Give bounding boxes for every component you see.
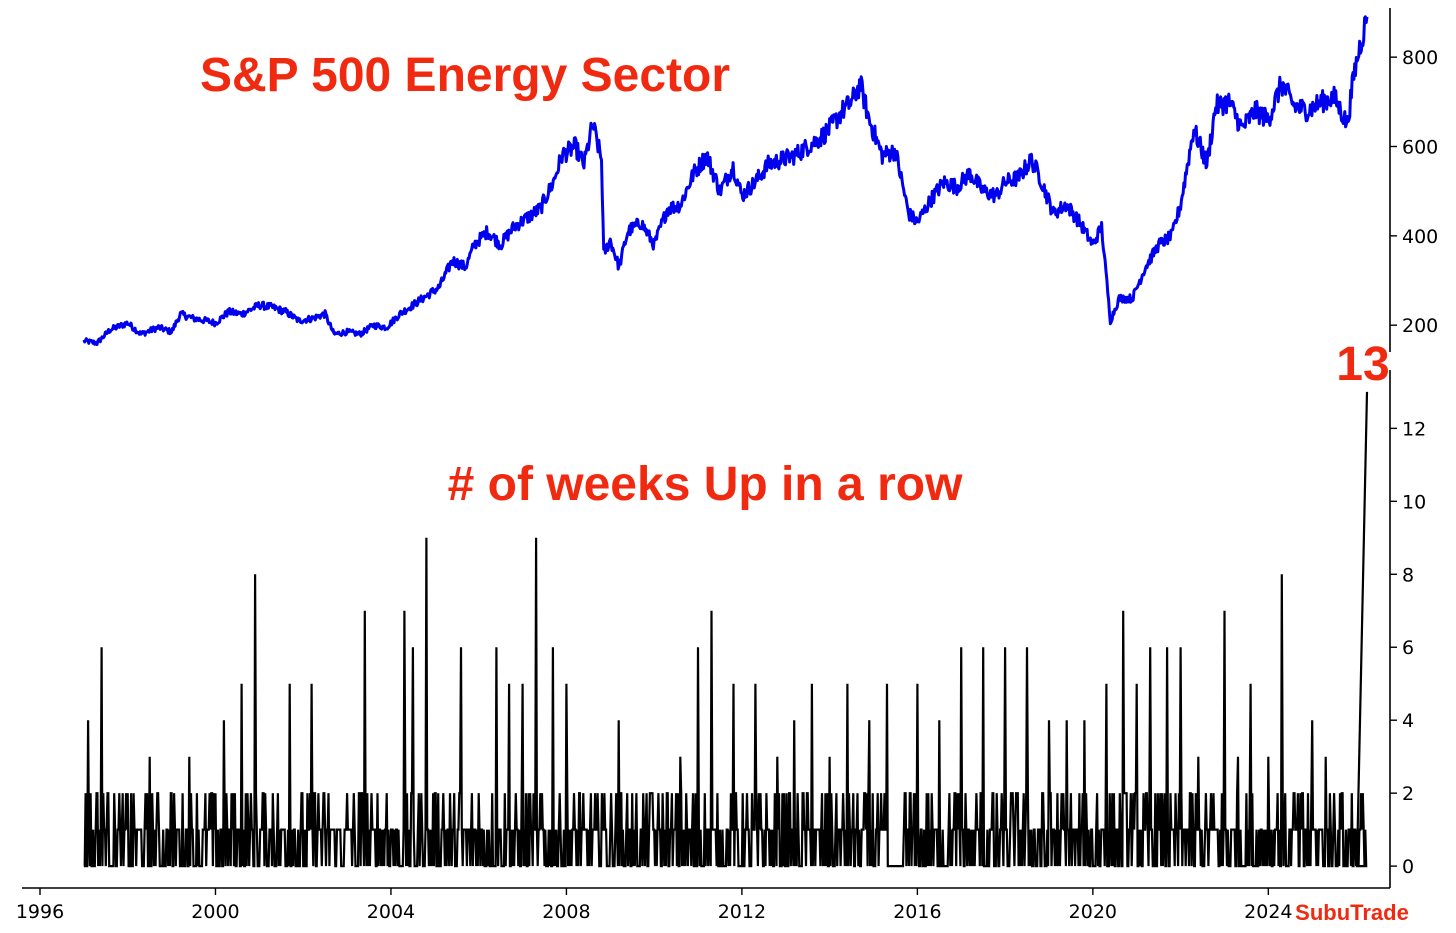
energy-price-line [82, 15, 1369, 346]
bottom-y-tick-label-4: 4 [1402, 710, 1414, 732]
weeks-up-chart-title: # of weeks Up in a row [448, 458, 963, 511]
x-tick-label-2020: 2020 [1069, 901, 1117, 923]
x-tick-label-2000: 2000 [191, 901, 239, 923]
peak-streak-label: 13 [1336, 338, 1389, 391]
top-y-tick-label-800: 800 [1402, 47, 1438, 69]
x-tick-label-1996: 1996 [16, 901, 64, 923]
x-tick-label-2004: 2004 [367, 901, 415, 923]
x-tick-label-2012: 2012 [718, 901, 766, 923]
x-tick-label-2024: 2024 [1244, 901, 1292, 923]
bottom-y-tick-label-10: 10 [1402, 491, 1426, 513]
weeks-up-streak-line [83, 391, 1369, 868]
bottom-y-tick-label-12: 12 [1402, 418, 1426, 440]
x-tick-label-2016: 2016 [893, 901, 941, 923]
weeks-up-panel: # of weeks Up in a row 0 2 4 6 8 10 12 1996 200… [16, 338, 1426, 923]
bottom-y-tick-label-8: 8 [1402, 564, 1414, 586]
bottom-y-tick-label-2: 2 [1402, 783, 1414, 805]
top-y-tick-label-200: 200 [1402, 315, 1438, 337]
x-tick-label-2008: 2008 [542, 901, 590, 923]
energy-price-panel: S&P 500 Energy Sector 200 400 600 800 [82, 8, 1438, 352]
brand-watermark: SubuTrade [1295, 900, 1409, 925]
bottom-y-ticks: 0 2 4 6 8 10 12 [1390, 418, 1426, 878]
bottom-y-tick-label-0: 0 [1402, 856, 1414, 878]
bottom-y-tick-label-6: 6 [1402, 637, 1414, 659]
top-y-ticks: 200 400 600 800 [1390, 47, 1438, 337]
energy-chart-title: S&P 500 Energy Sector [200, 49, 730, 102]
x-ticks: 1996 2000 2004 2008 2012 2016 2020 2024 [16, 888, 1293, 923]
top-y-tick-label-400: 400 [1402, 226, 1438, 248]
top-y-tick-label-600: 600 [1402, 136, 1438, 158]
